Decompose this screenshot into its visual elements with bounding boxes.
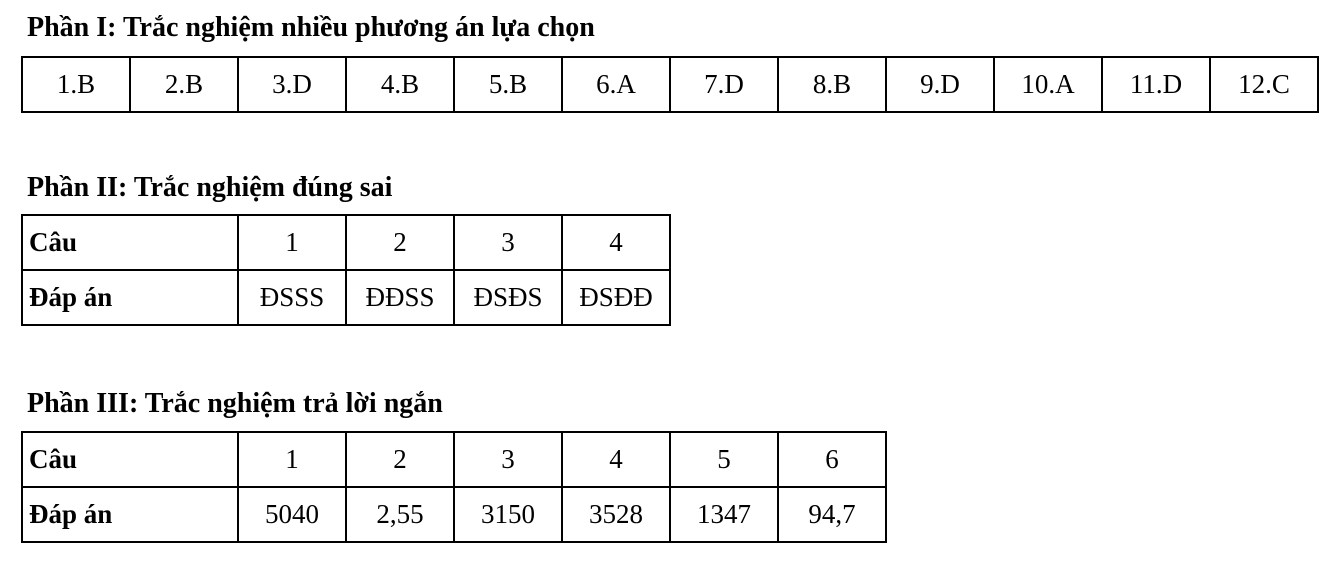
answer-cell: 5040 <box>237 486 347 543</box>
answer-cell: 11.D <box>1101 56 1211 113</box>
answer-cell: 94,7 <box>777 486 887 543</box>
question-cell: 6 <box>777 431 887 488</box>
answer-cell: 9.D <box>885 56 995 113</box>
answer-cell: 2.B <box>129 56 239 113</box>
answer-cell: ĐSSS <box>237 269 347 326</box>
answer-cell: 7.D <box>669 56 779 113</box>
part1-answer-table: 1.B 2.B 3.D 4.B 5.B 6.A 7.D 8.B 9.D 10.A 11.D 12.C <box>21 56 1319 113</box>
row-label: Câu <box>21 214 239 271</box>
answer-cell: 5.B <box>453 56 563 113</box>
part1-title: Phần I: Trắc nghiệm nhiều phương án lựa … <box>27 12 595 43</box>
question-cell: 2 <box>345 214 455 271</box>
answer-cell: 3528 <box>561 486 671 543</box>
question-cell: 2 <box>345 431 455 488</box>
answer-cell: 1.B <box>21 56 131 113</box>
table-row-answers: Đáp án ĐSSS ĐĐSS ĐSĐS ĐSĐĐ <box>21 269 671 326</box>
answer-cell: ĐSĐĐ <box>561 269 671 326</box>
answer-cell: 1347 <box>669 486 779 543</box>
question-cell: 5 <box>669 431 779 488</box>
answer-cell: 12.C <box>1209 56 1319 113</box>
answer-cell: 4.B <box>345 56 455 113</box>
question-cell: 3 <box>453 431 563 488</box>
answer-cell: 3150 <box>453 486 563 543</box>
table-row-answers: Đáp án 5040 2,55 3150 3528 1347 94,7 <box>21 486 887 543</box>
question-cell: 4 <box>561 431 671 488</box>
question-cell: 4 <box>561 214 671 271</box>
question-cell: 3 <box>453 214 563 271</box>
answer-cell: 6.A <box>561 56 671 113</box>
row-label: Câu <box>21 431 239 488</box>
answer-cell: ĐĐSS <box>345 269 455 326</box>
answer-cell: ĐSĐS <box>453 269 563 326</box>
part2-title: Phần II: Trắc nghiệm đúng sai <box>27 172 393 203</box>
answer-cell: 3.D <box>237 56 347 113</box>
answer-cell: 8.B <box>777 56 887 113</box>
row-label: Đáp án <box>21 486 239 543</box>
question-cell: 1 <box>237 431 347 488</box>
answer-cell: 10.A <box>993 56 1103 113</box>
question-cell: 1 <box>237 214 347 271</box>
row-label: Đáp án <box>21 269 239 326</box>
part3-title: Phần III: Trắc nghiệm trả lời ngắn <box>27 388 443 419</box>
answer-cell: 2,55 <box>345 486 455 543</box>
table-row: 1.B 2.B 3.D 4.B 5.B 6.A 7.D 8.B 9.D 10.A 11.D 12.C <box>21 56 1319 113</box>
